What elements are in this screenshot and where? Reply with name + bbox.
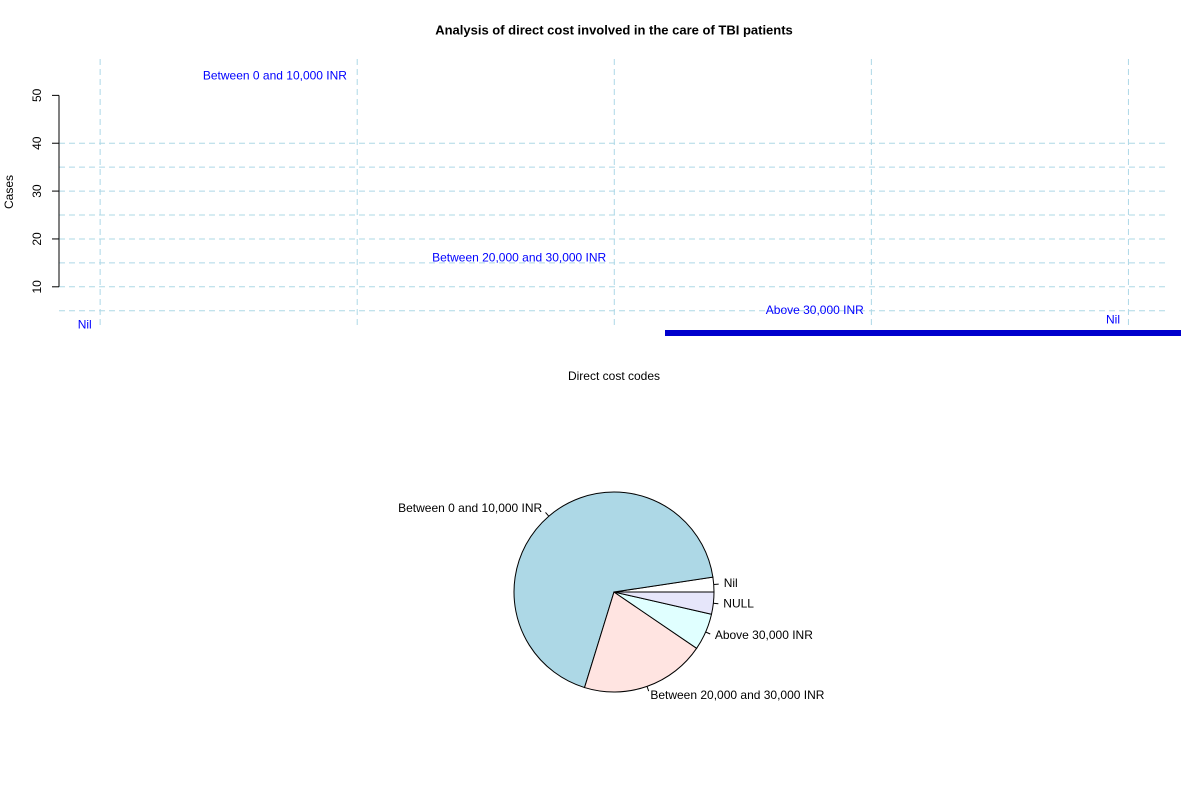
label-tick bbox=[713, 602, 719, 605]
y-axis-label: Cases bbox=[2, 175, 16, 209]
x-axis-label: Direct cost codes bbox=[568, 369, 660, 383]
y-tick-label: 40 bbox=[30, 136, 44, 150]
label-tick bbox=[705, 631, 711, 635]
slice-label: Above 30,000 INR bbox=[715, 628, 813, 642]
point-label: Nil bbox=[78, 317, 92, 331]
y-tick-label: 20 bbox=[30, 232, 44, 246]
point-label: Nil bbox=[1106, 312, 1120, 326]
slice-label: Between 0 and 10,000 INR bbox=[398, 501, 542, 515]
label-tick bbox=[545, 512, 550, 517]
y-tick-label: 50 bbox=[30, 88, 44, 102]
slice-label: Nil bbox=[724, 576, 738, 590]
point-label: Between 20,000 and 30,000 INR bbox=[432, 250, 606, 264]
pie-slice bbox=[583, 591, 698, 693]
chart-title: Analysis of direct cost involved in the … bbox=[435, 22, 793, 37]
point-label: Between 0 and 10,000 INR bbox=[203, 68, 347, 82]
slice-label: Between 20,000 and 30,000 INR bbox=[650, 688, 824, 702]
slice-label: NULL bbox=[723, 596, 754, 610]
label-tick bbox=[646, 686, 650, 692]
point-label: Above 30,000 INR bbox=[766, 303, 864, 317]
y-tick-label: 10 bbox=[30, 280, 44, 294]
y-tick-label: 30 bbox=[30, 184, 44, 198]
